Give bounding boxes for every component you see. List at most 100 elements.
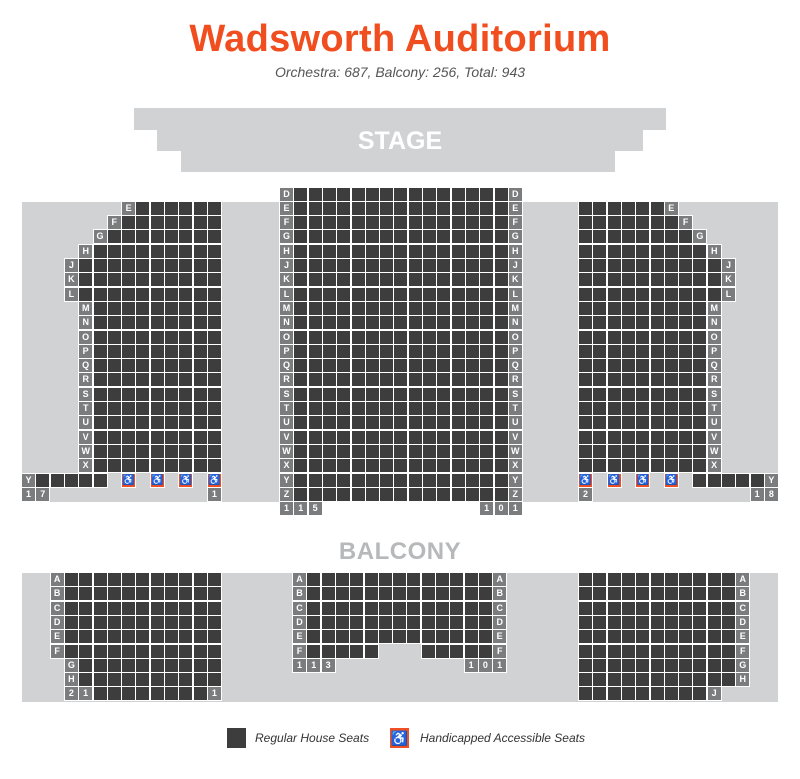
orchestra-center-seat[interactable] <box>422 486 437 502</box>
orchestra-center-seat[interactable] <box>393 386 409 402</box>
balcony-left-seat[interactable] <box>192 586 208 602</box>
orchestra-center-seat[interactable] <box>350 243 366 259</box>
orchestra-right-seat[interactable] <box>678 258 694 273</box>
orchestra-right-seat[interactable] <box>663 429 679 445</box>
orchestra-right-seat[interactable] <box>592 229 608 245</box>
balcony-left-seat[interactable] <box>121 600 137 616</box>
orchestra-center-seat[interactable] <box>393 272 409 288</box>
orchestra-right-seat[interactable] <box>635 243 651 259</box>
orchestra-right-seat[interactable] <box>649 286 665 302</box>
orchestra-left-seat[interactable] <box>192 200 208 216</box>
wheelchair-icon[interactable]: ♿ <box>149 472 165 488</box>
orchestra-left-seat[interactable] <box>78 258 94 273</box>
orchestra-left-seat[interactable] <box>92 258 108 273</box>
balcony-center-seat[interactable] <box>334 629 350 645</box>
orchestra-center-seat[interactable] <box>379 215 395 231</box>
balcony-right-seat[interactable] <box>592 586 608 602</box>
balcony-right-seat[interactable] <box>692 600 708 616</box>
orchestra-center-seat[interactable] <box>379 386 395 402</box>
orchestra-left-seat[interactable] <box>164 215 179 231</box>
balcony-left-seat[interactable] <box>149 657 165 673</box>
orchestra-center-seat[interactable] <box>364 186 380 202</box>
balcony-center-seat[interactable] <box>349 600 365 616</box>
orchestra-center-seat[interactable] <box>436 315 452 331</box>
orchestra-right-seat[interactable] <box>735 472 751 488</box>
orchestra-center-seat[interactable] <box>336 401 352 416</box>
orchestra-center-seat[interactable] <box>450 415 466 431</box>
orchestra-center-seat[interactable] <box>407 458 423 474</box>
orchestra-center-seat[interactable] <box>364 415 380 431</box>
orchestra-right-seat[interactable] <box>606 415 622 431</box>
balcony-left-seat[interactable] <box>63 586 79 602</box>
orchestra-left-seat[interactable] <box>192 415 208 431</box>
balcony-center-seat[interactable] <box>449 643 465 659</box>
orchestra-right-seat[interactable] <box>592 343 608 359</box>
orchestra-center-seat[interactable] <box>336 386 352 402</box>
orchestra-center-seat[interactable] <box>464 229 480 245</box>
orchestra-right-seat[interactable] <box>620 286 636 302</box>
balcony-right-seat[interactable] <box>663 586 679 602</box>
orchestra-center-seat[interactable] <box>450 329 466 345</box>
balcony-left-seat[interactable] <box>78 614 94 630</box>
orchestra-center-seat[interactable] <box>422 415 437 431</box>
orchestra-center-seat[interactable] <box>364 315 380 331</box>
balcony-left-seat[interactable] <box>135 629 151 645</box>
balcony-center-seat[interactable] <box>363 629 379 645</box>
orchestra-center-seat[interactable] <box>350 186 366 202</box>
orchestra-center-seat[interactable] <box>307 386 323 402</box>
orchestra-center-seat[interactable] <box>379 443 395 459</box>
orchestra-center-seat[interactable] <box>479 229 495 245</box>
orchestra-center-seat[interactable] <box>493 443 509 459</box>
orchestra-right-seat[interactable] <box>578 372 593 388</box>
orchestra-center-seat[interactable] <box>479 486 495 502</box>
orchestra-right-seat[interactable] <box>578 286 593 302</box>
orchestra-right-seat[interactable] <box>592 372 608 388</box>
orchestra-right-seat[interactable] <box>592 358 608 374</box>
orchestra-right-seat[interactable] <box>663 372 679 388</box>
orchestra-right-seat[interactable] <box>663 343 679 359</box>
balcony-center-seat[interactable] <box>377 629 393 645</box>
balcony-right-seat[interactable] <box>721 600 736 616</box>
orchestra-right-seat[interactable] <box>592 243 608 259</box>
orchestra-center-seat[interactable] <box>407 343 423 359</box>
orchestra-center-seat[interactable] <box>336 358 352 374</box>
orchestra-right-seat[interactable] <box>692 286 708 302</box>
orchestra-center-seat[interactable] <box>479 258 495 273</box>
orchestra-center-seat[interactable] <box>350 286 366 302</box>
orchestra-center-seat[interactable] <box>464 258 480 273</box>
orchestra-left-seat[interactable] <box>135 343 151 359</box>
balcony-right-seat[interactable] <box>663 672 679 688</box>
balcony-center-seat[interactable] <box>435 586 450 602</box>
orchestra-center-seat[interactable] <box>450 215 466 231</box>
orchestra-center-seat[interactable] <box>393 486 409 502</box>
balcony-right-seat[interactable] <box>663 600 679 616</box>
orchestra-center-seat[interactable] <box>307 300 323 316</box>
orchestra-left-seat[interactable] <box>192 258 208 273</box>
orchestra-center-seat[interactable] <box>407 386 423 402</box>
orchestra-center-seat[interactable] <box>407 486 423 502</box>
balcony-left-seat[interactable] <box>164 686 179 702</box>
orchestra-right-seat[interactable] <box>649 300 665 316</box>
orchestra-left-seat[interactable] <box>149 343 165 359</box>
balcony-left-seat[interactable] <box>106 586 122 602</box>
orchestra-right-seat[interactable] <box>606 272 622 288</box>
orchestra-center-seat[interactable] <box>464 329 480 345</box>
orchestra-left-seat[interactable] <box>192 386 208 402</box>
balcony-right-seat[interactable] <box>592 600 608 616</box>
balcony-center-seat[interactable] <box>435 643 450 659</box>
balcony-left-seat[interactable] <box>63 572 79 587</box>
orchestra-center-seat[interactable] <box>393 358 409 374</box>
orchestra-center-seat[interactable] <box>293 229 309 245</box>
balcony-right-seat[interactable] <box>649 686 665 702</box>
balcony-right-seat[interactable] <box>635 657 651 673</box>
orchestra-right-seat[interactable] <box>620 315 636 331</box>
orchestra-left-seat[interactable] <box>149 401 165 416</box>
balcony-left-seat[interactable] <box>106 629 122 645</box>
balcony-right-seat[interactable] <box>606 572 622 587</box>
orchestra-left-seat[interactable] <box>206 386 222 402</box>
orchestra-center-seat[interactable] <box>293 300 309 316</box>
orchestra-right-seat[interactable] <box>592 415 608 431</box>
orchestra-right-seat[interactable] <box>620 229 636 245</box>
balcony-right-seat[interactable] <box>706 672 722 688</box>
orchestra-left-seat[interactable] <box>121 229 137 245</box>
